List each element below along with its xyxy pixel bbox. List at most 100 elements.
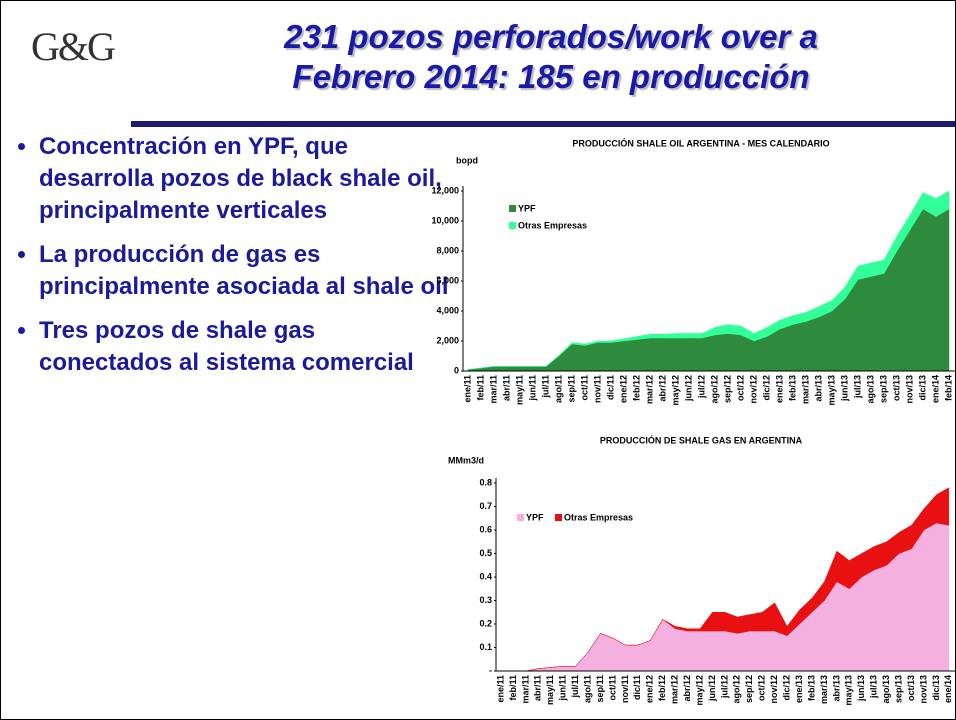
x-tick-label: nov/12	[748, 375, 758, 404]
y-tick-label: 12,000	[431, 185, 459, 195]
plot: ene/11 feb/11 mar/11 abr/11 may/11 jun/11 jul/…	[462, 190, 953, 406]
x-tick-label: jun/12	[683, 375, 693, 402]
x-tick-label: jun/11	[558, 675, 568, 702]
legend-swatch	[509, 205, 516, 212]
y-tick-label: 0.4	[479, 571, 492, 581]
x-tick-label: sep/12	[722, 375, 732, 403]
x-tick-label: may/13	[844, 675, 854, 706]
x-tick-label: ago/12	[709, 375, 719, 404]
x-tick-label: oct/13	[906, 675, 916, 701]
y-tick-label: 0.5	[479, 548, 492, 558]
y-tick-label: 0.8	[479, 477, 492, 487]
x-tick-label: mar/11	[520, 675, 530, 704]
x-tick-label: ene/12	[618, 375, 628, 403]
x-tick-label: mar/12	[670, 675, 680, 704]
x-tick-label: mar/13	[819, 675, 829, 704]
area	[467, 190, 950, 370]
x-tick-label: dic/13	[917, 375, 927, 401]
area	[467, 208, 950, 372]
x-tick-label: ene/13	[774, 375, 784, 403]
x-tick-label: jul/13	[852, 375, 862, 399]
y-tick-label: 0.3	[479, 595, 492, 605]
x-tick-label: jun/11	[527, 375, 537, 402]
x-tick-label: ago/11	[582, 675, 592, 703]
y-axis-label: MMm3/d	[448, 455, 484, 465]
x-tick-label: dic/12	[781, 675, 791, 701]
legend-swatch	[509, 222, 516, 229]
legend-swatch	[555, 514, 562, 521]
x-tick-label: jun/13	[839, 375, 849, 402]
x-tick-label: abr/13	[813, 375, 823, 402]
y-tick-label: 0.6	[479, 524, 492, 534]
y-tick-label: 8,000	[436, 245, 459, 255]
x-tick-label: mar/12	[644, 375, 654, 404]
x-tick-label: nov/11	[592, 375, 602, 403]
x-tick-label: feb/11	[508, 675, 518, 701]
legend-label: YPF	[518, 203, 536, 213]
x-tick-label: ago/11	[553, 375, 563, 403]
x-tick-label: may/11	[514, 375, 524, 405]
bullets: Concentración en YPF, que desarrolla poz…	[9, 131, 449, 391]
y-tick-label: 0.2	[479, 618, 492, 628]
x-tick-label: ene/14	[930, 375, 940, 403]
x-tick-label: abr/13	[831, 675, 841, 702]
y-tick-label: 0	[454, 365, 459, 375]
y-tick-label: 0.7	[479, 501, 492, 511]
area	[501, 487, 950, 672]
x-tick-label: may/11	[545, 675, 555, 705]
plot: ene/11 feb/11 mar/11 abr/11 may/11 jun/11 jul/…	[495, 487, 953, 706]
chart-title: PRODUCCIÓN DE SHALE GAS EN ARGENTINA	[600, 434, 803, 445]
x-tick-label: mar/13	[800, 375, 810, 404]
bullet: Tres pozos de shale gas conectados al si…	[39, 315, 449, 379]
x-tick-label: may/12	[670, 375, 680, 406]
x-tick-label: feb/13	[787, 375, 797, 401]
x-tick-label: sep/11	[566, 375, 576, 403]
x-tick-label: ene/11	[462, 375, 472, 403]
chart-title: PRODUCCIÓN SHALE OIL ARGENTINA - MES CAL…	[572, 137, 829, 148]
x-tick-label: ene/13	[794, 675, 804, 703]
x-tick-label: abr/12	[682, 675, 692, 702]
x-tick-label: may/12	[694, 675, 704, 706]
x-tick-label: jun/12	[707, 675, 717, 702]
x-tick-label: feb/14	[943, 375, 953, 401]
x-tick-label: feb/11	[475, 375, 485, 401]
y-tick-label: 0.1	[479, 642, 492, 652]
x-tick-label: ago/13	[881, 675, 891, 704]
x-tick-label: abr/12	[657, 375, 667, 402]
y-tick-label: 4,000	[436, 305, 459, 315]
x-tick-label: ene/11	[495, 675, 505, 703]
x-tick-label: ago/12	[732, 675, 742, 704]
y-tick-label: -	[489, 665, 492, 675]
y-tick-label: 2,000	[436, 335, 459, 345]
y-tick-label: 6,000	[436, 275, 459, 285]
legend-label: YPF	[526, 512, 544, 522]
x-tick-label: oct/13	[891, 375, 901, 401]
x-tick-label: feb/12	[631, 375, 641, 401]
x-tick-label: nov/12	[769, 675, 779, 704]
x-tick-label: dic/12	[761, 375, 771, 401]
logo: G&G	[31, 24, 116, 69]
y-tick-label: 10,000	[431, 215, 459, 225]
x-tick-label: oct/12	[735, 375, 745, 401]
x-tick-label: jul/11	[540, 375, 550, 399]
x-tick-label: sep/13	[893, 675, 903, 703]
x-tick-label: jun/13	[856, 675, 866, 702]
x-tick-label: feb/12	[657, 675, 667, 701]
title-line: Febrero 2014: 185 en producción	[292, 58, 810, 95]
title-line: 231 pozos perforados/work over a	[284, 18, 818, 55]
x-tick-label: sep/12	[744, 675, 754, 703]
x-tick-label: jul/11	[570, 675, 580, 699]
x-tick-label: ene/14	[943, 675, 953, 703]
x-tick-label: ago/13	[865, 375, 875, 404]
x-tick-label: oct/12	[757, 675, 767, 701]
x-tick-label: jul/12	[719, 675, 729, 699]
x-tick-label: nov/13	[918, 675, 928, 704]
x-tick-label: jul/12	[696, 375, 706, 399]
x-tick-label: dic/13	[931, 675, 941, 701]
legend-label: Otras Empresas	[564, 512, 633, 522]
legend-label: Otras Empresas	[518, 220, 587, 230]
x-tick-label: oct/11	[579, 375, 589, 401]
legend-swatch	[517, 514, 524, 521]
x-tick-label: nov/11	[620, 675, 630, 703]
